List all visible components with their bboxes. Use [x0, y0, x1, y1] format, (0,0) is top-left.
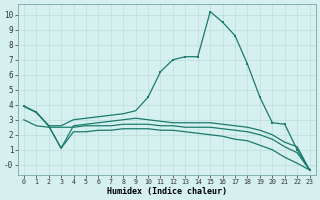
X-axis label: Humidex (Indice chaleur): Humidex (Indice chaleur) — [107, 187, 227, 196]
